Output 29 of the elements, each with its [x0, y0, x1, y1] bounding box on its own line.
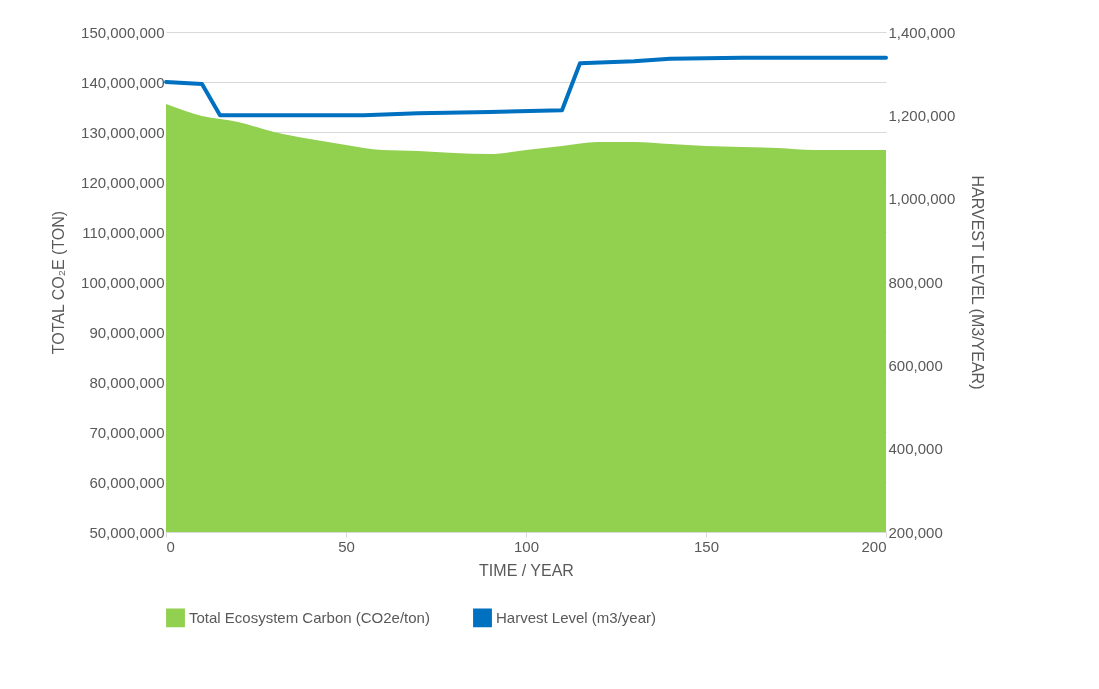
y-tick-label: 50,000,000 — [89, 523, 165, 541]
y2-tick-label: 1,200,000 — [888, 106, 956, 124]
x-tick-label: 150 — [693, 537, 720, 555]
line-series — [164, 55, 888, 118]
y-tick-label: 90,000,000 — [89, 323, 165, 341]
y-tick-label: 150,000,000 — [81, 23, 165, 41]
y2-axis-title: HARVEST LEVEL (M3/YEAR) — [969, 175, 987, 390]
x-tick-label: 100 — [513, 537, 540, 555]
y-tick-label: 60,000,000 — [89, 473, 165, 491]
y2-tick-label: 1,400,000 — [888, 23, 956, 41]
x-tick-label: 50 — [338, 537, 355, 555]
y-tick-label: 70,000,000 — [89, 423, 165, 441]
y-axis-title: TOTAL CO₂E (TON) — [50, 210, 68, 355]
y-tick-label: 110,000,000 — [82, 223, 165, 241]
legend-label: Harvest Level (m3/year) — [496, 608, 657, 626]
y-tick-label: 130,000,000 — [81, 123, 165, 141]
y2-tick-label: 200,000 — [888, 523, 943, 541]
y2-tick-label: 400,000 — [888, 440, 943, 458]
y2-tick-label: 1,000,000 — [888, 190, 956, 208]
y-tick-label: 140,000,000 — [81, 73, 165, 91]
x-axis-title: TIME / YEAR — [479, 561, 574, 579]
y-tick-label: 80,000,000 — [89, 373, 165, 391]
x-tick-label: 0 — [166, 537, 175, 555]
x-tick-label: 200 — [861, 537, 887, 555]
y2-tick-label: 800,000 — [888, 273, 943, 291]
y-tick-label: 120,000,000 — [81, 173, 165, 191]
legend-label: Total Ecosystem Carbon (CO2e/ton) — [189, 608, 430, 626]
y-tick-label: 100,000,000 — [81, 273, 165, 291]
y2-tick-label: 600,000 — [888, 356, 943, 374]
